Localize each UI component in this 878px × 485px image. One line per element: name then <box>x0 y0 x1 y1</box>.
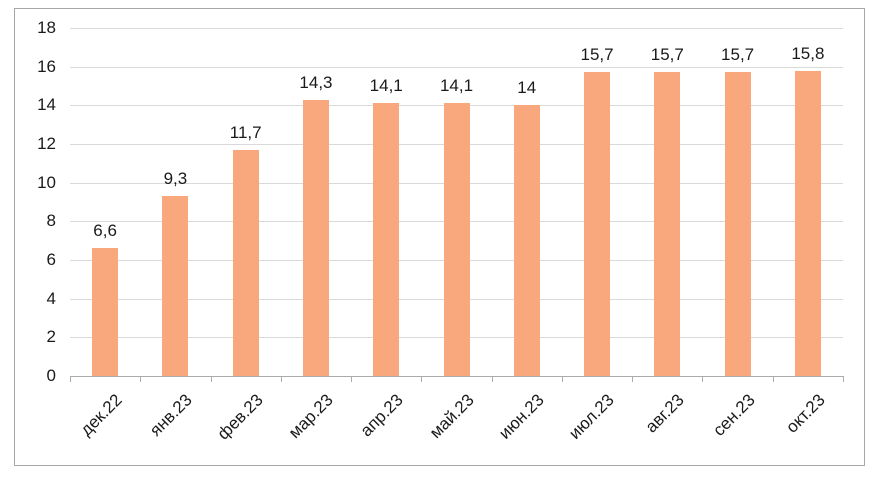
y-axis-tick-label: 0 <box>46 366 56 385</box>
gridline <box>70 66 843 68</box>
x-axis-line <box>70 376 844 377</box>
y-axis-tick-label: 2 <box>46 327 56 347</box>
x-axis-category-label: фев.23 <box>213 390 267 444</box>
x-axis-category-label: мар.23 <box>284 390 337 443</box>
x-axis-category-label: дек.22 <box>76 390 126 440</box>
x-axis-category-label: июн.23 <box>494 390 548 443</box>
x-tick <box>210 377 212 382</box>
bar <box>92 248 119 376</box>
bar-value-label: 6,6 <box>93 221 117 241</box>
x-tick <box>491 377 493 382</box>
x-tick <box>351 377 353 382</box>
x-axis-category-label: сен.23 <box>708 390 759 440</box>
bar <box>794 70 821 376</box>
plot-area: 6,6 9,3 11,7 14,3 14,1 14,1 14 15,7 15,7 15,7 15,8 <box>70 28 843 376</box>
y-axis-tick-label: 10 <box>37 172 56 192</box>
bar <box>232 149 259 376</box>
bar-value-label: 15,7 <box>650 45 684 65</box>
bar <box>443 103 470 376</box>
x-axis-category-label: янв.23 <box>146 390 197 440</box>
x-tick <box>843 377 844 382</box>
bar <box>584 72 611 376</box>
bar-value-label: 15,7 <box>721 45 755 65</box>
bar <box>162 196 189 376</box>
bar-value-label: 15,8 <box>791 43 825 63</box>
x-tick <box>632 377 634 382</box>
bar-value-label: 14,1 <box>439 76 474 96</box>
chart-frame: 6,6 9,3 11,7 14,3 14,1 14,1 14 15,7 15,7 15,7 15,8… <box>14 8 865 466</box>
y-axis-tick-label: 4 <box>46 288 56 308</box>
bar-value-label: 14 <box>517 78 537 98</box>
x-axis-category-label: май.23 <box>425 390 478 443</box>
bar <box>654 72 681 376</box>
bar <box>513 105 540 376</box>
x-tick <box>772 377 774 382</box>
x-axis-category-label: июл.23 <box>565 390 618 443</box>
bar-value-label: 14,1 <box>369 76 403 96</box>
y-axis-tick-label: 14 <box>37 95 56 115</box>
bar-value-label: 14,3 <box>299 72 333 92</box>
bar <box>724 72 751 376</box>
gridline <box>70 28 843 29</box>
bar-value-label: 15,7 <box>580 45 614 65</box>
bar <box>302 99 329 376</box>
bar <box>373 103 400 376</box>
x-tick <box>702 377 704 382</box>
x-tick <box>70 377 71 382</box>
x-tick <box>280 377 282 382</box>
bar-value-label: 11,7 <box>229 122 262 142</box>
y-axis-tick-label: 18 <box>37 18 56 37</box>
x-tick <box>561 377 563 382</box>
y-axis-tick-label: 6 <box>46 250 56 269</box>
x-axis-category-label: авг.23 <box>641 390 689 437</box>
x-axis-category-label: апр.23 <box>356 390 407 441</box>
y-axis-tick-label: 8 <box>46 211 56 231</box>
y-axis-tick-label: 12 <box>37 134 56 153</box>
x-tick <box>421 377 423 382</box>
y-axis-tick-label: 16 <box>37 56 56 76</box>
x-tick <box>140 377 142 382</box>
x-axis-category-label: окт.23 <box>782 390 829 437</box>
bar-value-label: 9,3 <box>163 169 188 189</box>
